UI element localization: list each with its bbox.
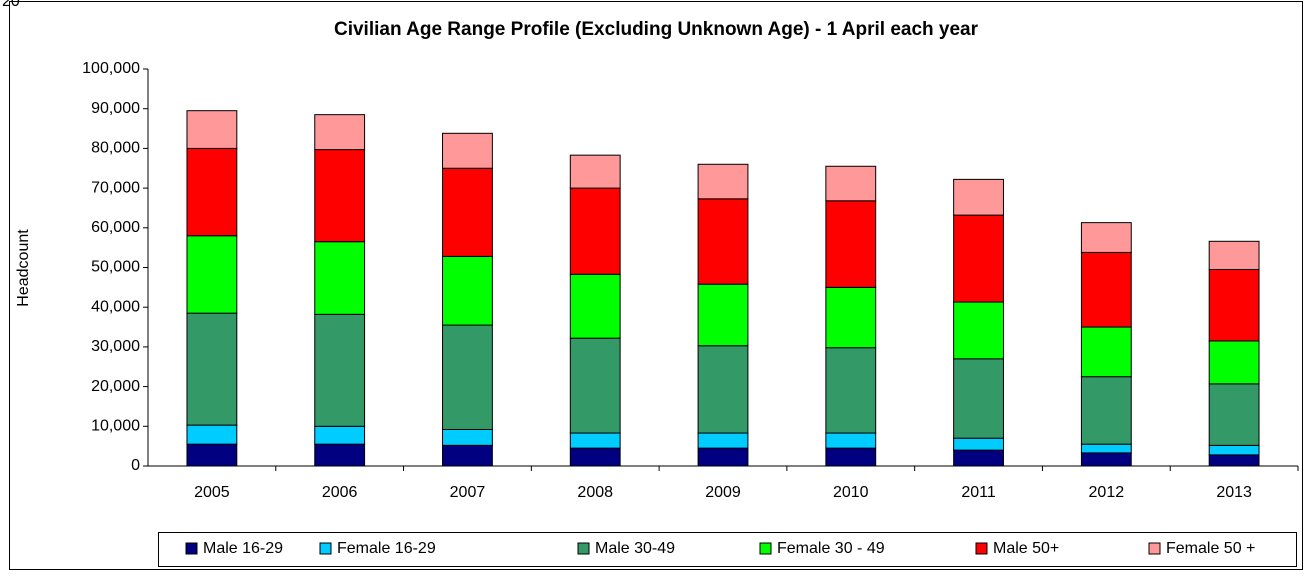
bar-segment (953, 449, 1004, 467)
legend-label: Male 50+ (993, 540, 1059, 557)
x-tick-label: 2007 (450, 484, 486, 501)
bar-segment (697, 283, 749, 347)
y-tick-label: 80,000 (91, 140, 140, 157)
bar-segment (186, 110, 238, 149)
bar-segment (186, 235, 238, 314)
bar-segment (569, 447, 621, 467)
bar-segment (442, 255, 493, 326)
legend-swatch (1148, 542, 1161, 555)
bar-segment (953, 301, 1004, 360)
legend-swatch (759, 542, 772, 555)
bar-segment (697, 198, 749, 285)
bar-segment (442, 324, 493, 430)
bar-segment (825, 200, 877, 288)
x-tick-label: 2013 (1216, 484, 1252, 501)
y-tick-label: 90,000 (91, 100, 140, 117)
bar-segment (569, 154, 621, 189)
x-tick-label: 2006 (322, 484, 358, 501)
bar-segment (569, 273, 621, 339)
legend-label: Female 30 - 49 (777, 540, 885, 557)
x-tick-label: 2009 (705, 484, 741, 501)
bar-segment (1208, 240, 1260, 270)
legend-swatch (975, 542, 988, 555)
bar-segment (825, 347, 877, 434)
y-tick-label: 100,000 (82, 60, 140, 77)
y-tick-label: 60,000 (91, 219, 140, 236)
y-tick-label: 20,000 (91, 378, 140, 395)
bar-segment (569, 432, 621, 449)
x-tick-label: 2005 (194, 484, 230, 501)
bar-segment (825, 165, 877, 202)
legend-swatch (185, 542, 198, 555)
bar-segment (1208, 383, 1260, 446)
y-tick-label: 0 (131, 457, 140, 474)
legend-swatch (319, 542, 332, 555)
y-tick-label: 10,000 (91, 418, 140, 435)
x-tick-label: 2010 (833, 484, 869, 501)
bar-segment (1208, 268, 1260, 342)
bar-segment (1080, 452, 1132, 467)
bar-segment (953, 437, 1004, 451)
bar-segment (697, 447, 749, 467)
bar-segment (1208, 454, 1260, 467)
bar-segment (569, 337, 621, 434)
bar-segment (1208, 340, 1260, 385)
bar-segment (825, 286, 877, 349)
legend-swatch (577, 542, 590, 555)
bar-segment (953, 358, 1004, 439)
bar-segment (953, 178, 1004, 216)
annotation: 20 (2, 0, 20, 10)
bar-segment (825, 447, 877, 467)
bar-segment (825, 432, 877, 449)
bar-segment (697, 432, 749, 449)
bar-segment (314, 114, 366, 151)
legend-label: Male 30-49 (595, 540, 675, 557)
bar-segment (1080, 376, 1132, 445)
bar-segment (1080, 222, 1132, 253)
bar-segment (186, 147, 238, 237)
legend-box (158, 532, 1297, 567)
bar-segment (314, 149, 366, 243)
bar-segment (1080, 326, 1132, 378)
bar-segment (953, 214, 1004, 303)
bar-segment (1080, 443, 1132, 454)
bar-segment (186, 443, 238, 467)
bar-segment (697, 345, 749, 434)
bar-segment (569, 187, 621, 275)
chart-title: Civilian Age Range Profile (Excluding Un… (334, 19, 979, 40)
y-tick-label: 30,000 (91, 338, 140, 355)
x-tick-label: 2012 (1089, 484, 1125, 501)
y-tick-label: 40,000 (91, 298, 140, 315)
bar-segment (1208, 444, 1260, 456)
y-axis-label: Headcount (15, 229, 32, 307)
legend-label: Male 16-29 (203, 540, 283, 557)
bar-segment (314, 241, 366, 315)
bar-segment (314, 425, 366, 445)
bar-segment (1080, 251, 1132, 328)
x-tick-label: 2011 (961, 484, 996, 501)
legend-label: Female 50 + (1166, 540, 1255, 557)
bar-segment (186, 424, 238, 445)
legend-label: Female 16-29 (337, 540, 436, 557)
bar-segment (314, 443, 366, 467)
bar-segment (697, 163, 749, 200)
bar-segment (186, 312, 238, 426)
bar-segment (442, 167, 493, 257)
bar-segment (442, 444, 493, 467)
y-tick-label: 50,000 (91, 259, 140, 276)
y-tick-label: 70,000 (91, 179, 140, 196)
bar-segment (442, 132, 493, 169)
bar-segment (442, 428, 493, 446)
bar-segment (314, 313, 366, 427)
x-tick-label: 2008 (577, 484, 613, 501)
